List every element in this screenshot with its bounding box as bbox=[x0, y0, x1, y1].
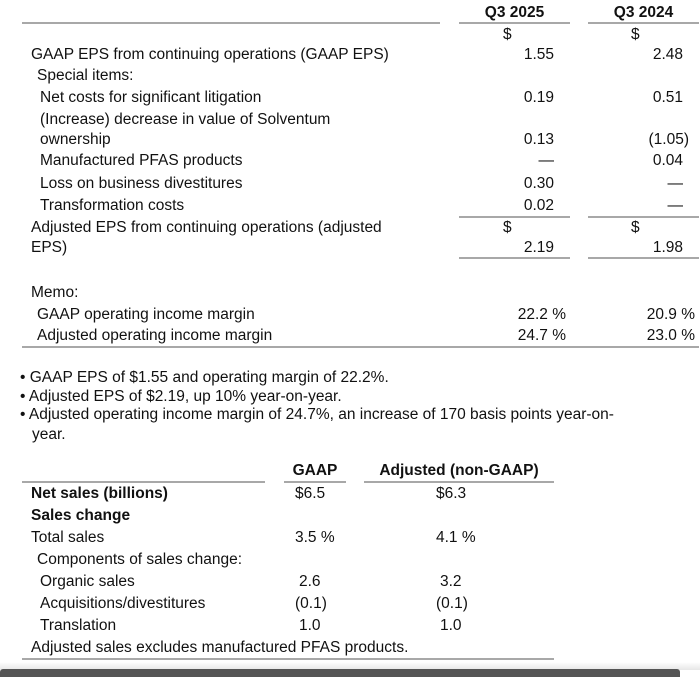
row-label: GAAP EPS from continuing operations (GAA… bbox=[31, 46, 389, 63]
row-label: Organic sales bbox=[40, 573, 135, 590]
row-label: Adjusted EPS from continuing operations … bbox=[31, 219, 382, 236]
row-label: Manufactured PFAS products bbox=[40, 152, 243, 169]
value-gaap: 1.0 bbox=[299, 617, 321, 634]
value-q3-2024: — bbox=[667, 175, 684, 192]
value-q3-2025: 0.13 bbox=[523, 131, 554, 148]
value-q3-2025: 0.30 bbox=[523, 175, 554, 192]
value-q3-2025: 0.02 bbox=[523, 197, 554, 214]
value-q3-2025: 22.2 % bbox=[517, 306, 566, 323]
value-q3-2025: 0.19 bbox=[523, 89, 554, 106]
divider bbox=[22, 658, 554, 660]
col-header-q3-2025: Q3 2025 bbox=[484, 4, 545, 21]
row-label: Transformation costs bbox=[40, 197, 185, 214]
value-q3-2024: 23.0 % bbox=[646, 327, 695, 344]
section-label: Memo: bbox=[31, 284, 79, 301]
bullet-item: • Adjusted EPS of $2.19, up 10% year-on-… bbox=[20, 388, 342, 405]
divider bbox=[22, 22, 440, 24]
bullet-text: Adjusted EPS of $2.19, up 10% year-on-ye… bbox=[28, 388, 342, 405]
row-label: Translation bbox=[40, 617, 117, 634]
value-q3-2024: 0.04 bbox=[652, 152, 683, 169]
bottom-shadow bbox=[0, 662, 700, 670]
value-q3-2024: 2.48 bbox=[652, 46, 683, 63]
row-label: ownership bbox=[40, 131, 111, 148]
footnote: Adjusted sales excludes manufactured PFA… bbox=[31, 639, 409, 656]
section-label: Special items: bbox=[37, 67, 134, 84]
row-label: Net sales (billions) bbox=[31, 485, 168, 502]
row-label: GAAP operating income margin bbox=[37, 306, 255, 323]
row-label: Sales change bbox=[31, 507, 131, 524]
divider bbox=[459, 216, 570, 218]
value-adjusted: 4.1 % bbox=[436, 529, 476, 546]
value-q3-2024: 20.9 % bbox=[646, 306, 695, 323]
value-gaap: (0.1) bbox=[295, 595, 327, 612]
currency-symbol: $ bbox=[503, 26, 512, 43]
divider bbox=[284, 481, 346, 483]
divider bbox=[22, 346, 699, 348]
row-label: Loss on business divestitures bbox=[40, 175, 243, 192]
value-gaap: 3.5 % bbox=[295, 529, 335, 546]
value-q3-2024: 0.51 bbox=[652, 89, 683, 106]
value-q3-2025: 1.55 bbox=[523, 46, 554, 63]
currency-symbol: $ bbox=[631, 219, 640, 236]
bullet-continuation: year. bbox=[32, 426, 66, 443]
divider bbox=[22, 481, 265, 483]
value-q3-2025: — bbox=[538, 152, 555, 169]
row-label: Components of sales change: bbox=[37, 551, 243, 568]
row-label: Net costs for significant litigation bbox=[40, 89, 262, 106]
value-adjusted: (0.1) bbox=[436, 595, 468, 612]
value-q3-2024: 1.98 bbox=[652, 239, 683, 256]
col-header-gaap: GAAP bbox=[292, 462, 338, 479]
value-q3-2025: 24.7 % bbox=[517, 327, 566, 344]
row-label: Adjusted operating income margin bbox=[37, 327, 273, 344]
row-label: Total sales bbox=[31, 529, 105, 546]
window-edge bbox=[0, 669, 680, 677]
value-q3-2025: 2.19 bbox=[523, 239, 554, 256]
value-gaap: 2.6 bbox=[299, 573, 321, 590]
divider bbox=[588, 216, 699, 218]
row-label: (Increase) decrease in value of Solventu… bbox=[40, 111, 331, 128]
divider bbox=[364, 481, 554, 483]
currency-symbol: $ bbox=[503, 219, 512, 236]
col-header-q3-2024: Q3 2024 bbox=[613, 4, 674, 21]
value-adjusted: 3.2 bbox=[440, 573, 462, 590]
value-gaap: $6.5 bbox=[295, 485, 326, 502]
currency-symbol: $ bbox=[631, 26, 640, 43]
divider bbox=[588, 257, 699, 259]
bullet-text: Adjusted operating income margin of 24.7… bbox=[28, 406, 614, 423]
bullet-item: • GAAP EPS of $1.55 and operating margin… bbox=[20, 369, 389, 386]
value-q3-2024: (1.05) bbox=[648, 131, 690, 148]
divider bbox=[459, 22, 570, 24]
value-q3-2024: — bbox=[667, 197, 684, 214]
col-header-adjusted: Adjusted (non-GAAP) bbox=[379, 462, 539, 479]
divider bbox=[459, 257, 570, 259]
bullet-text: GAAP EPS of $1.55 and operating margin o… bbox=[29, 369, 389, 386]
value-adjusted: 1.0 bbox=[440, 617, 462, 634]
bullet-item: • Adjusted operating income margin of 24… bbox=[20, 406, 614, 423]
row-label: EPS) bbox=[31, 239, 68, 256]
row-label: Acquisitions/divestitures bbox=[40, 595, 206, 612]
value-adjusted: $6.3 bbox=[436, 485, 467, 502]
divider bbox=[588, 22, 699, 24]
